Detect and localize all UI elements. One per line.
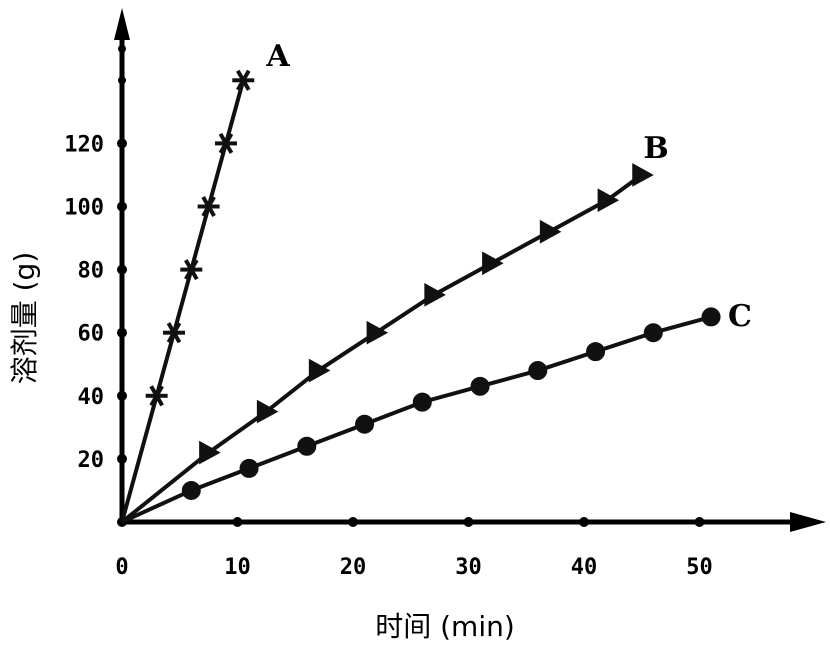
x-tick-label: 40 [571, 555, 598, 580]
marker-triangle [366, 320, 389, 345]
marker-circle [239, 458, 259, 478]
x-tick-label: 30 [455, 555, 482, 580]
y-tick-mark [117, 390, 127, 401]
y-tick-mark [117, 138, 127, 149]
marker-circle [643, 323, 663, 343]
y-minor-tick [118, 454, 126, 463]
marker-triangle [199, 440, 221, 465]
y-ticks: 20 40 60 80 100 120 [64, 44, 127, 473]
x-axis-arrowhead [790, 512, 826, 532]
series-label-A: A [265, 39, 290, 74]
marker-asterisk [145, 385, 168, 407]
x-tick-mark [579, 517, 589, 527]
x-tick-label: 20 [340, 555, 367, 580]
series-markers [145, 69, 721, 500]
series-label-C: C [728, 299, 752, 334]
x-tick-label: 50 [686, 555, 713, 580]
marker-circle [181, 480, 201, 500]
x-tick-label: 10 [224, 555, 251, 580]
marker-triangle [256, 399, 279, 424]
marker-triangle [632, 163, 654, 187]
y-tick-label: 60 [78, 322, 105, 347]
y-axis-title: 溶剂量 (g) [8, 252, 41, 385]
y-tick-label: 120 [64, 132, 104, 157]
y-minor-tick [118, 202, 126, 211]
marker-triangle [539, 219, 562, 244]
x-tick-mark [348, 517, 358, 527]
x-tick-mark [463, 517, 474, 527]
marker-circle [355, 414, 375, 434]
series-labels: A B C [265, 39, 752, 334]
marker-asterisk [180, 259, 203, 281]
marker-circle [297, 436, 317, 456]
y-tick-label: 80 [78, 259, 105, 284]
marker-asterisk [162, 322, 185, 344]
marker-circle [701, 307, 721, 327]
y-tick-label: 40 [78, 385, 105, 410]
marker-circle [586, 342, 606, 362]
marker-triangle [597, 188, 620, 213]
marker-circle [528, 361, 548, 381]
axes [114, 8, 826, 532]
series-line-C [121, 314, 712, 524]
y-axis-arrowhead [114, 8, 130, 40]
series-label-B: B [643, 131, 668, 166]
series-line-B [120, 173, 643, 524]
x-tick-mark [694, 517, 705, 527]
marker-triangle [308, 358, 331, 383]
y-tick-mark [117, 264, 127, 275]
y-tick-label: 20 [78, 448, 105, 473]
x-tick-label: 0 [115, 555, 128, 580]
marker-circle [412, 392, 432, 412]
y-minor-tick [118, 328, 126, 337]
y-tick-label: 100 [64, 196, 104, 221]
x-tick-mark [232, 517, 243, 527]
x-ticks: 0 10 20 30 40 50 [115, 517, 713, 580]
y-minor-tick [118, 76, 126, 85]
marker-triangle [482, 251, 504, 276]
marker-asterisk [214, 132, 237, 154]
x-axis-title: 时间 (min) [375, 610, 515, 643]
marker-asterisk [197, 195, 220, 218]
marker-asterisk [232, 69, 255, 91]
y-minor-tick [118, 44, 126, 53]
marker-triangle [424, 282, 446, 307]
marker-circle [470, 376, 490, 396]
